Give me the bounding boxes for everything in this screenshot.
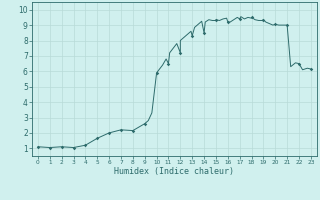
X-axis label: Humidex (Indice chaleur): Humidex (Indice chaleur) <box>115 167 234 176</box>
